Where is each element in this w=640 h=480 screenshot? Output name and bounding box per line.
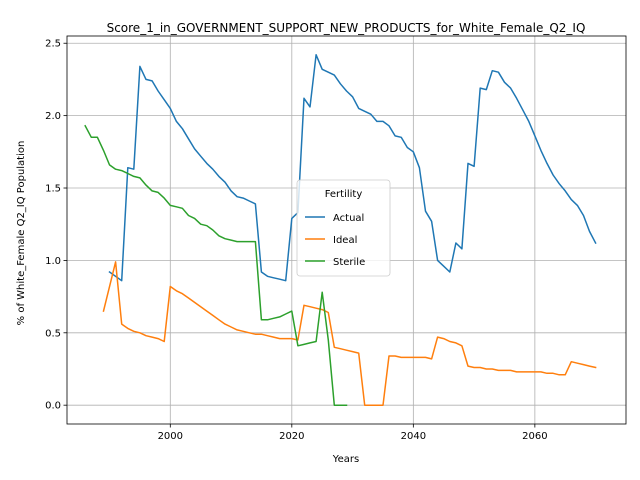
x-tick-label: 2060 [522, 431, 547, 442]
grid [67, 36, 626, 424]
legend-label-actual: Actual [333, 213, 364, 224]
legend-title: Fertility [325, 189, 363, 200]
chart-title: Score_1_in_GOVERNMENT_SUPPORT_NEW_PRODUC… [107, 21, 586, 35]
x-tick-label: 2000 [158, 431, 183, 442]
series-line-ideal [102, 261, 597, 406]
legend: Fertility Actual Ideal Sterile [296, 179, 391, 277]
axis-ticks: 2000 2020 2040 2060 0.0 0.5 1.0 1.5 2.0 2.5 [45, 39, 547, 442]
series-line-actual [108, 54, 597, 282]
y-tick-label: 1.0 [45, 256, 61, 267]
y-tick-label: 0.5 [45, 328, 61, 339]
x-tick-label: 2040 [401, 431, 426, 442]
legend-box [296, 179, 391, 277]
legend-label-ideal: Ideal [333, 235, 357, 246]
x-tick-label: 2020 [279, 431, 304, 442]
y-axis-label: % of White_Female Q2_IQ Population [16, 141, 27, 326]
plot-frame [66, 35, 627, 425]
y-tick-label: 2.5 [45, 39, 61, 50]
x-axis-label: Years [332, 454, 359, 465]
y-tick-label: 0.0 [45, 401, 61, 412]
y-tick-label: 1.5 [45, 184, 61, 195]
y-tick-label: 2.0 [45, 111, 61, 122]
legend-label-sterile: Sterile [333, 257, 365, 268]
series-layer [84, 54, 597, 406]
series-line-sterile [84, 124, 348, 406]
